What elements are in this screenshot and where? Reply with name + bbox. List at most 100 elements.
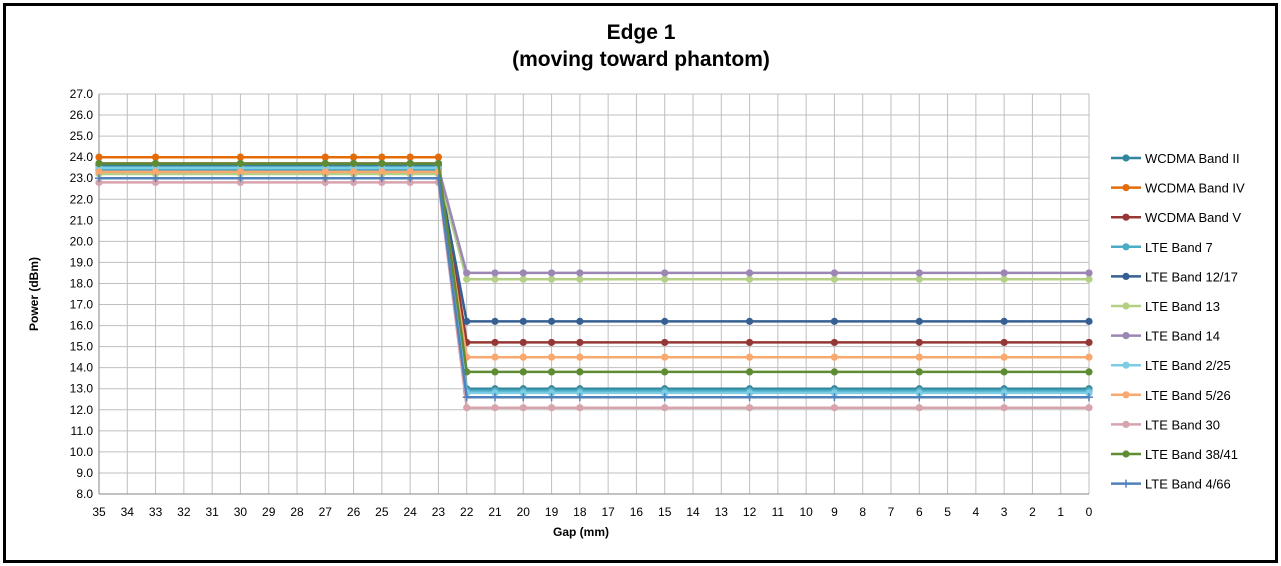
x-tick-label: 28 [290,505,304,519]
legend-swatch-marker [1122,361,1130,369]
data-point [95,168,103,176]
legend-swatch-marker [1122,154,1130,162]
line-chart: Edge 1 (moving toward phantom) 8.0 9.0 10.… [27,21,1245,539]
x-tick-label: 7 [888,505,895,519]
data-point [830,404,839,412]
data-point [406,159,414,168]
x-tick-label: 20 [517,505,531,519]
axes: 8.09.010.011.012.013.014.015.016.017.018… [70,87,1093,519]
data-point [915,317,923,325]
x-tick-label: 3 [1001,505,1008,519]
data-point [745,275,754,283]
data-point [406,174,415,183]
data-point [830,353,839,361]
data-point [1085,275,1093,283]
data-point [915,275,923,283]
y-tick-label: 15.0 [70,340,94,354]
data-point [462,393,471,402]
data-point [830,368,839,376]
data-point [463,404,471,412]
data-point [349,174,358,183]
legend-swatch-marker [1122,450,1130,458]
x-tick-label: 21 [488,505,502,519]
x-tick-label: 22 [460,505,474,519]
data-point [151,174,160,183]
data-point [1000,353,1008,361]
data-point [547,368,556,376]
data-point [95,178,103,187]
data-point [745,404,754,412]
legend-label: LTE Band 4/66 [1145,477,1231,492]
data-point [491,368,499,376]
legend-swatch-marker [1122,420,1130,428]
data-point [547,275,556,283]
legend-swatch-marker [1122,479,1130,488]
data-point [1000,393,1009,402]
x-tick-label: 32 [177,505,191,519]
data-point [745,353,754,361]
y-tick-label: 9.0 [76,466,93,480]
y-tick-label: 14.0 [70,361,94,375]
data-point [519,393,528,402]
x-tick-label: 34 [121,505,135,519]
legend-label: WCDMA Band II [1145,151,1240,166]
data-point [915,393,924,402]
data-point [1000,404,1008,412]
data-point [576,269,584,277]
data-point [434,159,443,168]
y-tick-label: 13.0 [70,382,94,396]
data-point [830,269,839,277]
data-point [1085,353,1093,361]
data-point [547,269,556,277]
data-point [745,393,754,402]
data-point [406,153,414,161]
data-point [491,393,499,402]
y-tick-label: 18.0 [70,276,94,290]
data-point [321,153,329,161]
legend-item: LTE Band 30 [1111,417,1220,432]
x-tick-label: 2 [1029,505,1036,519]
x-tick-label: 13 [715,505,729,519]
legend-label: WCDMA Band IV [1145,181,1245,196]
data-point [519,338,527,347]
x-tick-label: 1 [1057,505,1064,519]
data-point [547,393,556,402]
data-point [1085,269,1093,277]
data-point [576,275,584,283]
data-point [830,275,839,283]
data-point [660,393,669,402]
data-point [236,159,245,168]
data-point [463,275,471,283]
x-tick-label: 17 [601,505,615,519]
series-10 [95,178,1093,412]
x-tick-label: 25 [375,505,389,519]
legend-label: LTE Band 14 [1145,329,1220,344]
legend-item: LTE Band 14 [1111,329,1220,344]
y-tick-label: 16.0 [70,319,94,333]
data-point [1085,404,1093,412]
data-point [661,353,669,361]
data-point [95,153,103,161]
data-point [547,338,556,347]
series-9 [95,168,1093,361]
data-point [1000,317,1008,325]
data-point [406,178,414,187]
data-point [915,338,923,347]
data-point [236,153,245,161]
legend-item: WCDMA Band IV [1111,181,1245,196]
series-6 [95,170,1093,283]
y-tick-label: 27.0 [70,87,94,101]
data-point [830,393,839,402]
data-point [378,153,386,161]
legend-item: LTE Band 12/17 [1111,269,1238,284]
chart-title: Edge 1 [607,21,676,44]
x-tick-label: 9 [831,505,838,519]
legend-label: LTE Band 2/25 [1145,358,1231,373]
x-tick-label: 4 [973,505,980,519]
data-point [576,317,584,325]
data-point [661,389,669,397]
legend-swatch-marker [1122,391,1130,399]
data-point [491,404,499,412]
data-point [575,393,584,402]
data-point [491,317,499,325]
